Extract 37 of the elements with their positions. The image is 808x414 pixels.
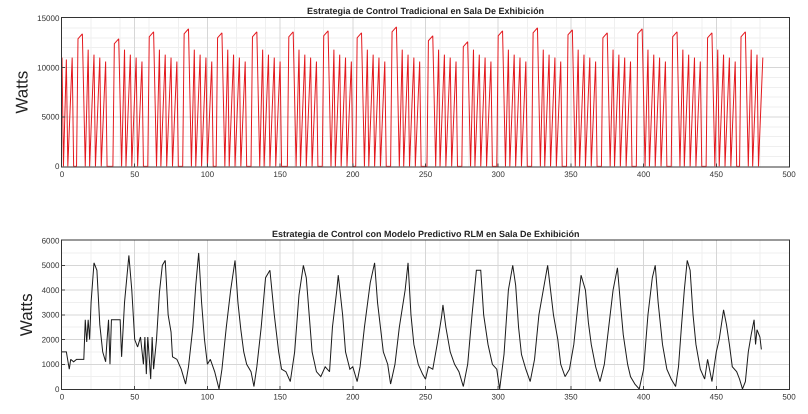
y-tick-label: 3000 xyxy=(42,310,60,320)
x-tick-label: 200 xyxy=(346,392,360,402)
y-tick-label: 1000 xyxy=(42,360,60,370)
x-tick-label: 500 xyxy=(782,392,796,402)
y-tick-label: 4000 xyxy=(42,286,60,295)
y-axis-title: Watts xyxy=(12,70,32,114)
y-tick-label: 2000 xyxy=(42,335,60,344)
x-tick-label: 350 xyxy=(564,170,578,179)
y-tick-label: 0 xyxy=(54,162,60,172)
x-tick-label: 50 xyxy=(130,392,140,402)
x-tick-label: 450 xyxy=(710,392,724,402)
x-tick-label: 250 xyxy=(418,392,433,402)
x-tick-label: 100 xyxy=(200,392,215,402)
y-tick-label: 15000 xyxy=(37,14,60,23)
y-tick-label: 5000 xyxy=(42,112,60,122)
x-tick-label: 150 xyxy=(273,170,288,179)
x-tick-label: 50 xyxy=(130,170,140,179)
x-tick-label: 150 xyxy=(273,392,288,402)
x-tick-label: 400 xyxy=(636,170,651,179)
x-tick-label: 350 xyxy=(564,392,578,402)
x-tick-label: 300 xyxy=(492,170,506,179)
x-tick-label: 300 xyxy=(492,392,506,402)
x-tick-label: 100 xyxy=(200,170,215,179)
x-tick-label: 500 xyxy=(782,170,796,179)
y-axis-title: Watts xyxy=(17,293,36,336)
y-tick-label: 10000 xyxy=(37,63,60,72)
x-tick-label: 400 xyxy=(636,392,651,402)
x-tick-label: 250 xyxy=(418,170,433,179)
chart-title: Estrategia de Control Tradicional en Sala De Exhibición xyxy=(307,6,544,16)
chart-title: Estrategia de Control con Modelo Predictivo RLM en Sala De Exhibición xyxy=(272,229,580,239)
line-series xyxy=(62,26,764,166)
y-tick-label: 5000 xyxy=(42,261,60,270)
y-tick-label: 0 xyxy=(54,384,60,394)
y-tick-label: 6000 xyxy=(42,236,60,246)
x-tick-label: 200 xyxy=(346,170,360,179)
line-series xyxy=(62,252,762,389)
x-tick-label: 450 xyxy=(710,170,724,179)
